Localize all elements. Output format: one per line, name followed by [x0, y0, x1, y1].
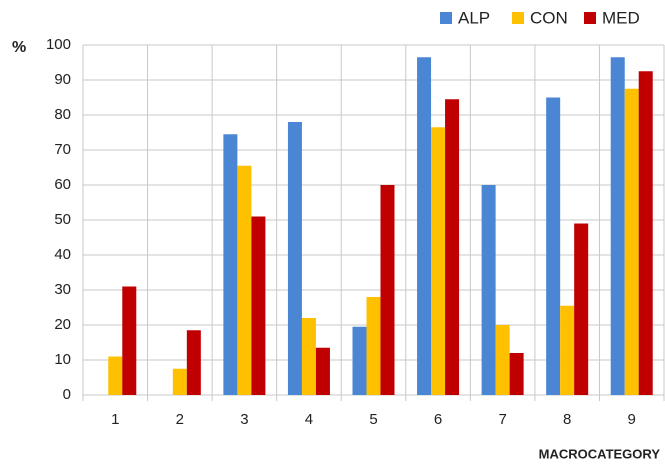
x-tick-label: 3	[240, 411, 248, 428]
bar	[417, 57, 432, 395]
legend-swatch	[512, 12, 524, 24]
bar	[431, 127, 446, 395]
legend-label: CON	[530, 8, 568, 27]
bar	[546, 97, 561, 395]
bar	[445, 99, 460, 395]
y-tick-label: 70	[54, 141, 71, 158]
bar	[287, 122, 302, 395]
y-tick-label: 40	[54, 246, 71, 263]
y-axis-label: %	[12, 39, 26, 56]
bar	[495, 325, 510, 395]
bar	[574, 223, 589, 395]
y-tick-label: 100	[46, 36, 71, 53]
bar	[624, 88, 639, 395]
x-tick-label: 5	[369, 411, 377, 428]
bar	[122, 286, 137, 395]
legend-swatch	[584, 12, 596, 24]
x-tick-label: 7	[498, 411, 506, 428]
x-tick-label: 1	[111, 411, 119, 428]
bar	[251, 216, 266, 395]
x-tick-label: 9	[628, 411, 636, 428]
x-tick-label: 4	[305, 411, 313, 428]
bar	[315, 347, 330, 395]
bar	[560, 305, 575, 395]
bar	[481, 185, 496, 395]
y-tick-label: 80	[54, 106, 71, 123]
bar	[237, 165, 252, 395]
bar	[352, 326, 367, 395]
bar	[610, 57, 625, 395]
bar	[223, 134, 238, 395]
x-tick-label: 2	[176, 411, 184, 428]
y-tick-label: 30	[54, 281, 71, 298]
bar	[172, 368, 187, 395]
legend-label: MED	[602, 8, 640, 27]
x-axis-label: MACROCATEGORY	[539, 446, 661, 461]
x-tick-label: 8	[563, 411, 571, 428]
bar	[509, 353, 524, 395]
y-tick-label: 60	[54, 176, 71, 193]
y-tick-label: 10	[54, 351, 71, 368]
bar	[366, 297, 381, 395]
bar	[638, 71, 653, 395]
bar	[108, 356, 123, 395]
y-tick-label: 50	[54, 211, 71, 228]
x-tick-label: 6	[434, 411, 442, 428]
y-tick-label: 20	[54, 316, 71, 333]
legend-label: ALP	[458, 8, 490, 27]
bar	[380, 185, 395, 395]
legend-swatch	[440, 12, 452, 24]
bar	[186, 330, 201, 395]
y-tick-label: 0	[63, 386, 71, 403]
y-tick-label: 90	[54, 71, 71, 88]
bar	[301, 318, 316, 395]
